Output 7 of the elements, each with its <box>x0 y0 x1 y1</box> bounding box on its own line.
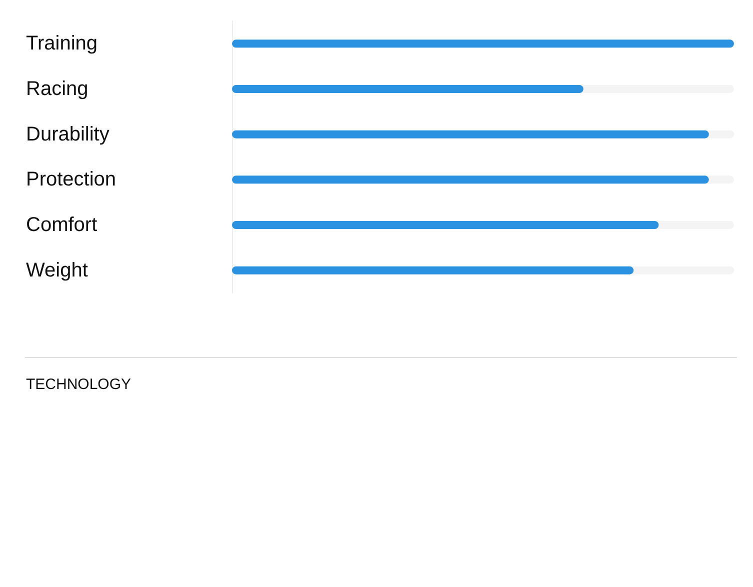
y-tick-label: Protection <box>26 168 116 191</box>
y-tick-label: Weight <box>26 259 88 282</box>
y-tick-label: Racing <box>26 78 88 100</box>
y-tick-label: Durability <box>26 123 110 146</box>
y-tick-label: Training <box>26 32 98 55</box>
text: TECHNOLOGY <box>26 376 132 393</box>
y-tick-label: Comfort <box>26 214 98 236</box>
